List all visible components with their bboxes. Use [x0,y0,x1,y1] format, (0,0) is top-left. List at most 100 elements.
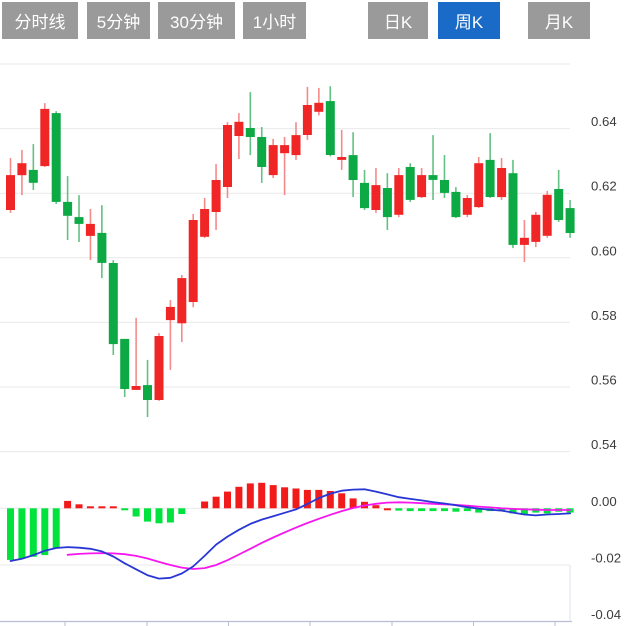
interval-toolbar: 分时线 5分钟 30分钟 1小时 日K 周K 月K [0,0,632,42]
dif-line [9,488,571,580]
macd-histogram-bar [292,488,300,509]
tab-daily-k[interactable]: 日K [368,2,428,39]
candle-body [325,101,335,155]
macd-histogram-bar [121,508,129,511]
candle-body [314,102,324,112]
candle-body [51,113,61,202]
macd-histogram-bar [441,508,448,512]
y-axis-label: 0.64 [591,114,617,129]
macd-histogram-bar [212,496,220,509]
candle-body [405,167,415,200]
candle-body [268,145,278,176]
macd-histogram-bar [520,508,528,514]
candle-body [474,163,484,208]
y-axis-label: 0.62 [591,179,617,194]
candle-body [394,175,404,215]
y-axis-label: -0.02 [591,551,621,566]
candle-body [519,237,529,245]
y-axis-label: 0.58 [591,308,617,323]
macd-histogram-bar [463,508,471,512]
candle-body [17,163,27,176]
candle-body [200,209,210,237]
candle-body [97,232,107,263]
candle-body [280,145,290,154]
macd-histogram-bar [52,508,60,549]
candle-body [40,108,50,167]
candle-body [337,157,347,160]
candle-body [462,198,472,215]
candle-body [108,263,118,345]
macd-histogram-bar [372,505,380,509]
candle-body [565,208,575,233]
candle-body [428,175,438,180]
macd-histogram-bar [269,485,277,509]
candle-body [257,137,267,167]
macd-histogram-bar [109,506,117,509]
macd-histogram-bar [258,482,266,509]
candle-body [234,121,244,136]
macd-histogram-bar [178,508,186,514]
macd-histogram-bar [86,506,94,509]
tab-weekly-k[interactable]: 周K [438,2,500,39]
macd-histogram-bar [429,508,437,512]
candle-body [223,125,232,187]
macd-histogram-bar [75,504,83,509]
macd-histogram-bar [246,483,254,509]
tab-monthly-k[interactable]: 月K [528,2,590,39]
candle-body [508,173,518,245]
candle-body [85,223,95,236]
candle-body [245,128,255,137]
tab-5min[interactable]: 5分钟 [87,2,150,39]
y-axis-label: 0.54 [591,437,617,452]
candle-body [554,189,564,220]
macd-histogram-bar [418,508,426,512]
candle-body [120,338,130,389]
macd-histogram-bar [303,489,311,509]
macd-histogram-bar [98,506,106,509]
macd-histogram-bar [201,501,209,509]
candle-body [188,220,198,302]
tab-1hour[interactable]: 1小时 [243,2,306,39]
macd-histogram-bar [144,508,151,522]
candle-body [131,386,141,390]
macd-histogram-bar [155,508,163,524]
macd-histogram-bar [406,508,414,512]
candle-body [302,105,312,135]
macd-histogram-bar [475,508,483,513]
candle-body [211,180,221,212]
macd-histogram-bar [281,487,289,509]
candle-body [360,182,369,209]
candle-body [485,159,495,197]
macd-histogram-bar [7,508,14,560]
macd-histogram-bar [64,500,72,509]
dea-line [66,501,571,570]
y-axis-label: 0.00 [591,494,617,509]
macd-histogram-bar [452,508,460,512]
candle-body [165,306,175,321]
candle-body [74,217,84,224]
candle-body [143,385,152,400]
macd-histogram-bar [235,486,243,509]
y-axis-label: -0.04 [591,607,621,622]
macd-histogram-bar [132,508,140,517]
candle-body [291,135,301,156]
macd-histogram-bar [349,498,357,509]
candle-body [440,180,449,193]
candle-body [154,336,164,400]
macd-histogram-bar [166,508,174,523]
tab-30min[interactable]: 30分钟 [158,2,235,39]
macd-histogram-bar [18,508,26,559]
macd-histogram-bar [383,508,391,511]
candle-body [382,188,392,218]
macd-histogram-bar [509,508,517,514]
candle-body [531,214,541,242]
macd-histogram-bar [395,508,403,511]
candle-body [497,168,507,198]
candle-body [371,185,381,210]
tab-timeline[interactable]: 分时线 [2,2,78,39]
macd-histogram-bar [224,491,231,509]
macd-histogram-bar [338,493,346,509]
macd-histogram-bar [326,491,334,509]
candle-body [348,155,358,180]
